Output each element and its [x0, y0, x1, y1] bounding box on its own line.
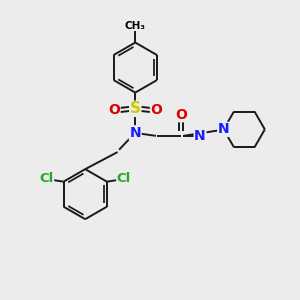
Text: N: N [194, 129, 206, 143]
Text: N: N [218, 122, 230, 136]
Text: S: S [130, 101, 141, 116]
Text: O: O [108, 103, 120, 117]
Text: O: O [151, 103, 162, 117]
Text: CH₃: CH₃ [125, 21, 146, 31]
Text: Cl: Cl [117, 172, 131, 185]
Text: O: O [175, 108, 187, 122]
Text: N: N [130, 126, 141, 140]
Text: Cl: Cl [39, 172, 54, 185]
